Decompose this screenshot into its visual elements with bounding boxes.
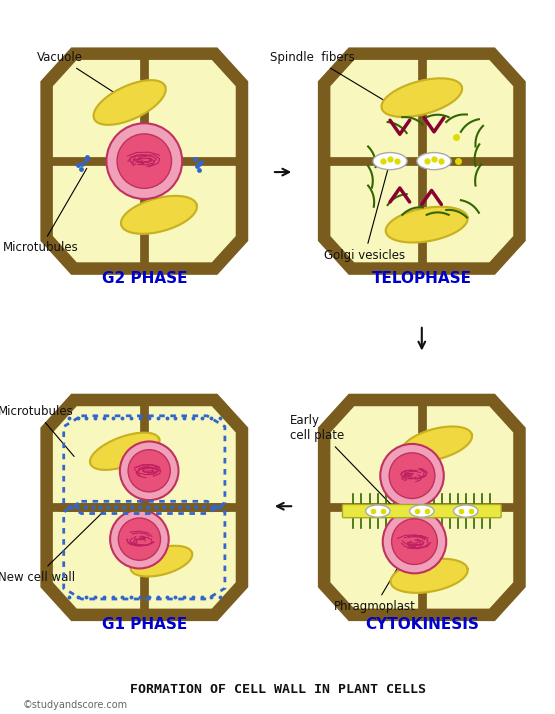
Circle shape xyxy=(107,124,182,199)
Polygon shape xyxy=(386,207,468,243)
Text: Microtubules: Microtubules xyxy=(3,169,87,254)
Text: TELOPHASE: TELOPHASE xyxy=(372,271,472,286)
Polygon shape xyxy=(324,54,519,268)
Circle shape xyxy=(380,444,444,508)
Ellipse shape xyxy=(410,505,434,517)
Polygon shape xyxy=(324,400,519,615)
Ellipse shape xyxy=(373,153,407,170)
Circle shape xyxy=(110,510,169,568)
Text: Spindle  fibers: Spindle fibers xyxy=(270,51,410,116)
Polygon shape xyxy=(47,54,242,268)
Polygon shape xyxy=(381,79,462,117)
Text: G2 PHASE: G2 PHASE xyxy=(102,271,187,286)
Text: Phragmoplast: Phragmoplast xyxy=(334,529,420,613)
Text: CYTOKINESIS: CYTOKINESIS xyxy=(365,617,479,632)
Text: FORMATION OF CELL WALL IN PLANT CELLS: FORMATION OF CELL WALL IN PLANT CELLS xyxy=(129,683,426,696)
Text: G1 PHASE: G1 PHASE xyxy=(102,617,187,632)
Polygon shape xyxy=(401,426,472,461)
Circle shape xyxy=(392,519,437,565)
Circle shape xyxy=(383,510,446,573)
Polygon shape xyxy=(130,545,192,576)
Polygon shape xyxy=(94,80,166,125)
Polygon shape xyxy=(90,433,159,470)
Text: Golgi vesicles: Golgi vesicles xyxy=(324,164,405,262)
FancyBboxPatch shape xyxy=(342,505,501,518)
Circle shape xyxy=(128,450,170,492)
Circle shape xyxy=(117,134,171,188)
Circle shape xyxy=(120,441,179,500)
Polygon shape xyxy=(391,559,468,593)
Text: ©studyandscore.com: ©studyandscore.com xyxy=(22,700,127,710)
Polygon shape xyxy=(47,400,242,615)
Text: Vacuole: Vacuole xyxy=(37,51,127,101)
Text: New cell wall: New cell wall xyxy=(0,509,105,583)
Ellipse shape xyxy=(417,153,451,170)
Circle shape xyxy=(118,518,160,560)
Circle shape xyxy=(389,453,435,498)
Ellipse shape xyxy=(366,505,390,517)
Polygon shape xyxy=(121,196,197,233)
Text: Early
cell plate: Early cell plate xyxy=(290,414,396,509)
Ellipse shape xyxy=(453,505,478,517)
Text: Microtubules: Microtubules xyxy=(0,405,74,456)
